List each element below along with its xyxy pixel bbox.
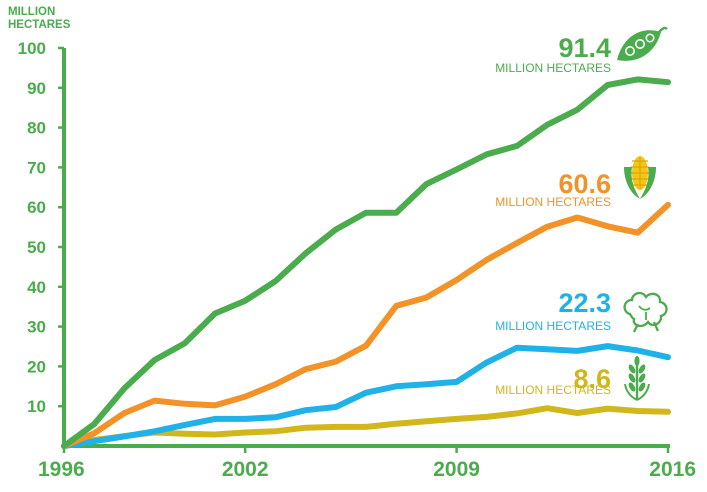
y-tick-label: 80 (27, 119, 46, 138)
series-lines (61, 76, 671, 449)
series-value-label: 22.3 (558, 288, 611, 318)
y-tick-label: 100 (18, 39, 46, 58)
corn-cob-icon (624, 156, 656, 199)
x-tick-label: 2002 (222, 458, 269, 481)
x-tick-label: 2009 (433, 458, 480, 481)
series-unit-label: MILLION HECTARES (495, 61, 611, 75)
y-unit-label: MILLION HECTARES (8, 6, 71, 31)
y-unit-label-line-1: MILLION (8, 6, 55, 18)
cotton-boll-icon (623, 291, 668, 333)
y-tick-label: 30 (27, 318, 46, 337)
y-tick-label: 20 (27, 357, 46, 376)
series-line-corn-cob (61, 201, 671, 449)
series-unit-label: MILLION HECTARES (495, 195, 611, 209)
y-tick-label: 60 (27, 198, 46, 217)
y-tick-label: 50 (27, 238, 46, 257)
x-tick-label: 2016 (649, 458, 696, 481)
y-tick-label: 90 (27, 79, 46, 98)
series-unit-label: MILLION HECTARES (495, 319, 611, 333)
series-unit-label: MILLION HECTARES (495, 383, 611, 397)
x-tick-labels: 1996 2002 2009 2016 (38, 458, 696, 481)
y-tick-label: 40 (27, 278, 46, 297)
y-tick-label: 70 (27, 158, 46, 177)
series-value-label: 60.6 (558, 169, 611, 199)
series-line-wheat-plant (61, 405, 671, 449)
y-unit-label-line-2: HECTARES (8, 19, 71, 31)
axes (58, 46, 670, 453)
crop-icons (617, 26, 668, 401)
series-line-soybean-pod (61, 76, 671, 449)
series-value-label: 91.4 (558, 33, 611, 63)
series-line-cotton-boll (61, 343, 671, 449)
y-tick-label: 10 (27, 397, 46, 416)
soybean-pod-icon (617, 26, 668, 61)
series-value-label: 8.6 (573, 364, 611, 394)
wheat-plant-icon (624, 356, 650, 401)
x-tick-label: 1996 (38, 458, 85, 481)
y-tick-labels: 10 20 30 40 50 60 70 80 90 100 (18, 39, 46, 416)
